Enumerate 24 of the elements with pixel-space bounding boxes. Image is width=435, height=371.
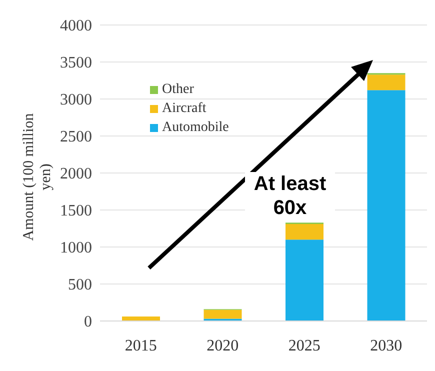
y-tick-label: 1500 xyxy=(60,202,92,220)
y-tick-label: 500 xyxy=(68,276,92,294)
y-tick-label: 1000 xyxy=(60,240,92,257)
legend-label: Aircraft xyxy=(162,101,206,117)
y-tick-label: 2500 xyxy=(60,128,92,146)
y-tick-label: 2000 xyxy=(60,166,92,183)
annotation: At least 60x xyxy=(245,172,335,220)
y-tick-label: 4000 xyxy=(60,18,92,35)
bar xyxy=(204,310,242,319)
bar xyxy=(286,224,324,240)
bar xyxy=(367,74,406,90)
y-tick-label: 3500 xyxy=(60,54,92,72)
y-tick-label: 0 xyxy=(84,314,92,331)
legend-label: Automobile xyxy=(162,120,229,136)
y-axis-title: Amount (100 million yen) xyxy=(21,112,55,243)
bar xyxy=(367,90,406,321)
x-tick-label: 2025 xyxy=(288,337,320,354)
bar xyxy=(122,316,160,321)
bar xyxy=(286,240,324,321)
y-tick-label: 3000 xyxy=(60,92,92,109)
x-tick-label: 2015 xyxy=(124,337,157,354)
legend-label: Other xyxy=(162,82,194,98)
x-tick-label: 2020 xyxy=(206,337,239,354)
x-tick-label: 2030 xyxy=(370,337,402,354)
